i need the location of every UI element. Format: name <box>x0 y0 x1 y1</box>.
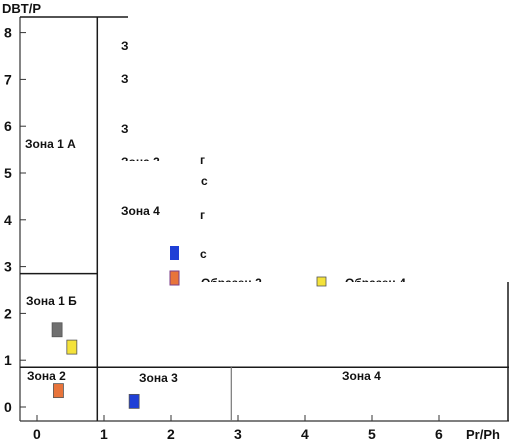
overlay-fragment-2: З <box>121 72 129 86</box>
data-points <box>51 322 140 409</box>
y-tick-label: 1 <box>4 352 12 368</box>
y-tick-label: 6 <box>4 118 12 134</box>
x-axis-title: Pr/Ph <box>466 427 500 442</box>
overlay-panel <box>128 20 509 282</box>
overlay-fragment-1: З <box>121 39 129 53</box>
zone-label: Зона 2 <box>27 369 66 383</box>
legend-sample2-label: Образец 2 <box>201 276 262 290</box>
x-tick-label: 2 <box>167 426 175 442</box>
y-tick-label: 5 <box>4 165 12 181</box>
legend-zone4-label: Зона 4 <box>121 204 160 218</box>
zone-lines <box>20 16 509 421</box>
legend-blue-fragment: с <box>200 247 207 261</box>
data-point <box>51 322 63 338</box>
legend-sample4-label: Образец 4 <box>345 276 406 290</box>
data-point <box>53 383 64 399</box>
x-tick-label: 0 <box>33 426 41 442</box>
zone-label: Зона 3 <box>139 371 178 385</box>
legend-swatch-blue <box>170 246 179 260</box>
zone-label: Зона 1 А <box>25 137 76 151</box>
data-point <box>128 393 140 409</box>
zone-label: Зона 4 <box>342 369 381 383</box>
overlay-fragment-3: З <box>121 122 129 136</box>
y-tick-label: 8 <box>4 25 12 41</box>
y-tick-label: 2 <box>4 305 12 321</box>
y-tick-label: 0 <box>4 399 12 415</box>
overlay-zone3-partial: Зона 3 <box>121 155 160 169</box>
x-tick-label: 1 <box>100 426 108 442</box>
x-ticks: 0 1 2 3 4 5 6 <box>33 415 443 442</box>
y-tick-label: 7 <box>4 71 12 87</box>
overlay-right-fragment-1: г <box>200 153 205 167</box>
overlay-right-fragment-3: г <box>200 208 205 222</box>
x-tick-label: 4 <box>301 426 309 442</box>
x-tick-label: 6 <box>435 426 443 442</box>
y-tick-label: 4 <box>4 212 12 228</box>
data-point <box>66 339 78 355</box>
y-axis-title: DBT/P <box>2 1 41 16</box>
y-ticks: 0 1 2 3 4 5 6 7 8 <box>4 25 26 415</box>
zone-labels: Зона 1 А Зона 1 Б Зона 2 Зона 3 Зона 4 <box>25 137 381 385</box>
zone-label: Зона 1 Б <box>26 294 77 308</box>
x-tick-label: 5 <box>368 426 376 442</box>
legend-swatch-orange <box>169 270 180 286</box>
overlay-right-fragment-2: с <box>201 174 208 188</box>
legend-swatch-yellow <box>316 276 327 287</box>
y-tick-label: 3 <box>4 259 12 275</box>
x-tick-label: 3 <box>234 426 242 442</box>
